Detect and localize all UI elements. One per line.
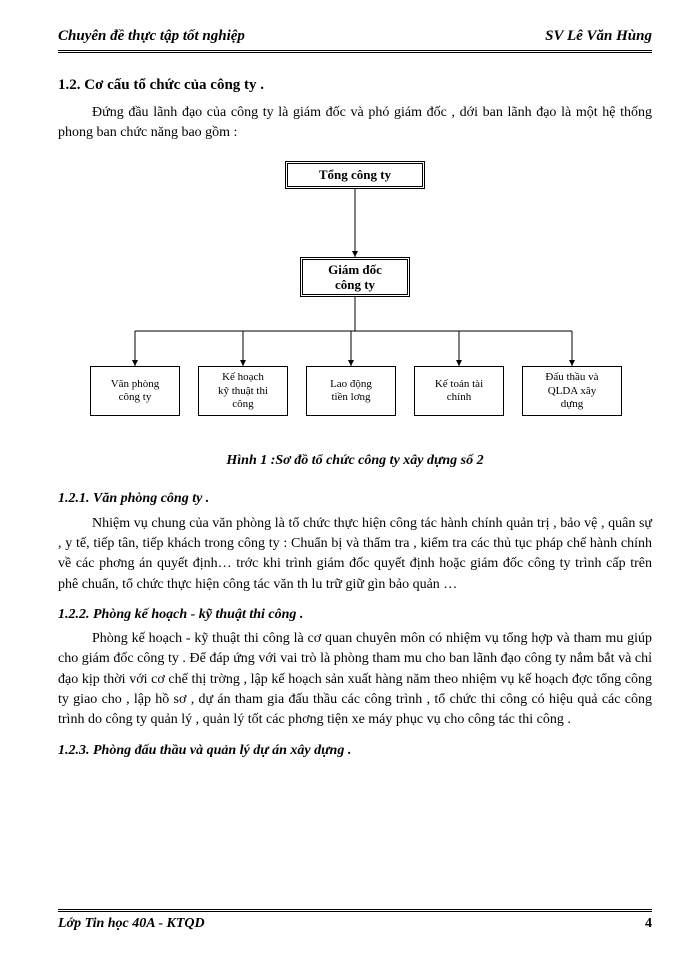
org-node-root: Tổng công ty: [285, 161, 425, 189]
org-node-gd: Giám đốccông ty: [300, 257, 410, 297]
chart-caption: Hình 1 :Sơ đồ tổ chức công ty xây dựng s…: [58, 451, 652, 471]
page-header: Chuyên đề thực tập tốt nghiệp SV Lê Văn …: [58, 26, 652, 53]
org-node-n1: Văn phòngcông ty: [90, 366, 180, 416]
header-left: Chuyên đề thực tập tốt nghiệp: [58, 26, 245, 48]
subsection-body: Nhiệm vụ chung của văn phòng là tổ chức …: [58, 514, 652, 595]
org-node-n2: Kế hoạchkỹ thuật thicông: [198, 366, 288, 416]
subsection-title: 1.2.1. Văn phòng công ty .: [58, 489, 652, 509]
page-number: 4: [645, 914, 652, 934]
page-footer: Lớp Tin học 40A - KTQD 4: [58, 909, 652, 934]
org-node-n4: Kế toán tàichính: [414, 366, 504, 416]
intro-paragraph: Đứng đầu lãnh đạo của công ty là giám đố…: [58, 103, 652, 144]
header-right: SV Lê Văn Hùng: [545, 26, 652, 48]
subsection-title: 1.2.2. Phòng kế hoạch - kỹ thuật thi côn…: [58, 605, 652, 625]
footer-left: Lớp Tin học 40A - KTQD: [58, 914, 205, 934]
org-node-n5: Đấu thầu vàQLDA xâydựng: [522, 366, 622, 416]
org-chart: Tổng công ty Giám đốccông ty Văn phòngcông…: [75, 161, 635, 441]
subsection-body: Phòng kế hoạch - kỹ thuật thi công là cơ…: [58, 629, 652, 730]
org-node-n3: Lao độngtiền lơng: [306, 366, 396, 416]
subsection-title: 1.2.3. Phòng đấu thầu và quản lý dự án x…: [58, 741, 652, 761]
section-title: 1.2. Cơ cấu tổ chức của công ty .: [58, 75, 652, 97]
